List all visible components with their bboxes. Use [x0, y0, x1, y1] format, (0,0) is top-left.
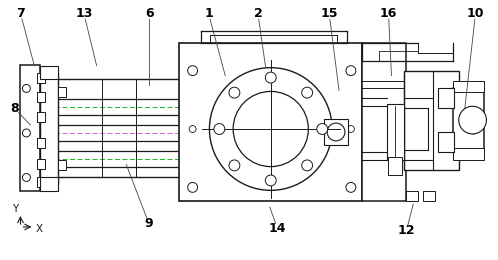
Bar [362, 43, 406, 201]
Bar [40, 74, 58, 184]
Text: 8: 8 [10, 102, 19, 115]
Bar [37, 178, 45, 187]
Text: 16: 16 [380, 7, 397, 20]
Circle shape [188, 183, 198, 192]
Text: 2: 2 [253, 7, 262, 20]
Bar [58, 160, 66, 170]
Text: 15: 15 [320, 7, 338, 20]
Circle shape [346, 66, 356, 76]
Bar [37, 138, 45, 148]
Bar [404, 71, 459, 170]
Text: 9: 9 [145, 217, 153, 230]
Circle shape [22, 129, 30, 137]
Circle shape [265, 72, 276, 83]
Bar [37, 73, 45, 82]
Bar [423, 191, 435, 201]
Text: 12: 12 [397, 224, 415, 237]
Bar [453, 88, 485, 152]
Circle shape [327, 123, 345, 141]
Bar [58, 87, 66, 97]
Circle shape [210, 68, 332, 190]
Circle shape [188, 66, 198, 76]
Bar [406, 191, 418, 201]
Text: 14: 14 [269, 223, 286, 236]
Bar [20, 65, 40, 191]
Bar [388, 157, 402, 174]
Circle shape [302, 87, 313, 98]
Bar [37, 92, 45, 102]
Text: 13: 13 [75, 7, 93, 20]
Bar [453, 148, 485, 160]
Circle shape [346, 183, 356, 192]
Text: 7: 7 [16, 7, 25, 20]
Text: 1: 1 [204, 7, 213, 20]
Circle shape [214, 124, 225, 134]
Circle shape [22, 84, 30, 92]
Bar [386, 104, 404, 160]
Circle shape [233, 92, 308, 167]
Circle shape [22, 173, 30, 181]
Circle shape [229, 160, 240, 171]
Bar [40, 178, 58, 191]
Text: 6: 6 [145, 7, 153, 20]
Text: 10: 10 [467, 7, 484, 20]
Circle shape [302, 160, 313, 171]
Bar [37, 112, 45, 122]
Bar [453, 81, 485, 92]
Text: X: X [36, 224, 43, 234]
Circle shape [348, 126, 355, 133]
Bar [324, 119, 348, 145]
Circle shape [265, 175, 276, 186]
Bar [40, 66, 58, 79]
Bar [438, 132, 454, 152]
Circle shape [189, 126, 196, 133]
Circle shape [459, 106, 487, 134]
Bar [438, 88, 454, 108]
Circle shape [229, 87, 240, 98]
Bar [179, 43, 362, 201]
Bar [57, 79, 179, 178]
Circle shape [317, 124, 328, 134]
Text: Y: Y [12, 204, 18, 214]
Bar [37, 159, 45, 168]
